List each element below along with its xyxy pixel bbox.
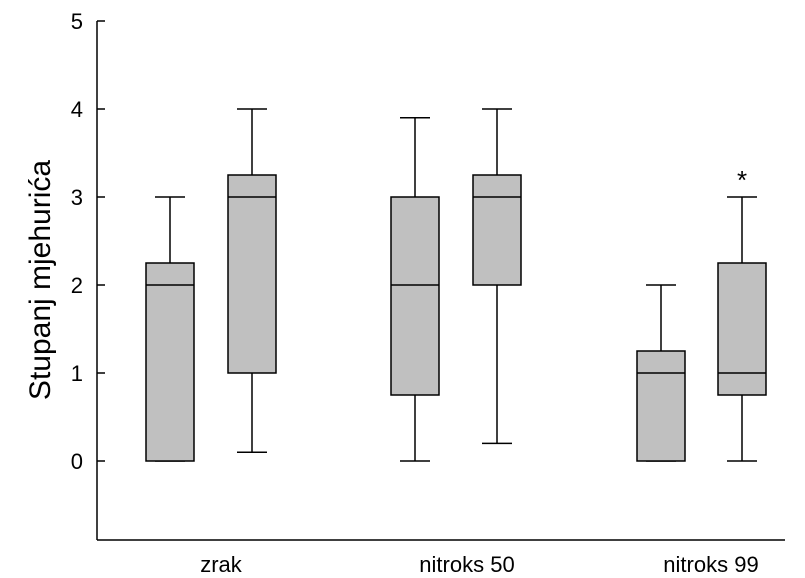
y-axis-label: Stupanj mjehurića <box>24 160 57 400</box>
boxes: * <box>145 108 767 462</box>
box-iqr <box>390 196 440 396</box>
box-4 <box>472 108 522 445</box>
y-tick-label: 4 <box>71 97 83 122</box>
box-1 <box>145 196 195 462</box>
box-3 <box>390 117 440 462</box>
box-6: * <box>717 165 767 462</box>
box-iqr <box>145 262 195 462</box>
y-tick-label: 1 <box>71 361 83 386</box>
y-tick-label: 0 <box>71 449 83 474</box>
y-tick-label: 5 <box>71 9 83 34</box>
box-5 <box>636 284 686 462</box>
box-iqr <box>472 174 522 286</box>
significance-annotation: * <box>737 165 747 195</box>
box-iqr <box>636 350 686 462</box>
box-iqr <box>227 174 277 374</box>
box-iqr <box>717 262 767 396</box>
axes: 0 1 2 3 4 5 zrak nitroks 50 nitroks 99 <box>71 9 785 577</box>
x-category-label: zrak <box>200 552 243 577</box>
y-tick-label: 3 <box>71 185 83 210</box>
box-2 <box>227 108 277 453</box>
y-tick-label: 2 <box>71 273 83 298</box>
x-category-label: nitroks 50 <box>419 552 514 577</box>
x-category-label: nitroks 99 <box>663 552 758 577</box>
